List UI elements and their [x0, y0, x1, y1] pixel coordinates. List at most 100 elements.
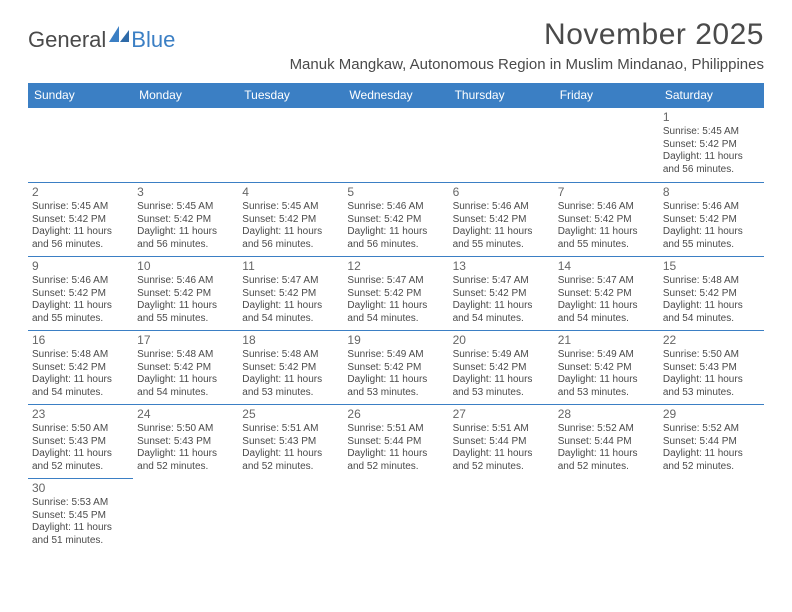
- daylight-line-1: Daylight: 11 hours: [242, 374, 339, 387]
- sunrise-line: Sunrise: 5:50 AM: [32, 423, 129, 436]
- daylight-line-2: and 55 minutes.: [137, 313, 234, 326]
- sail-icon: [109, 26, 131, 47]
- daylight-line-2: and 56 minutes.: [242, 239, 339, 252]
- sunrise-line: Sunrise: 5:47 AM: [242, 275, 339, 288]
- calendar-cell-empty: [554, 108, 659, 182]
- daylight-line-2: and 54 minutes.: [663, 313, 760, 326]
- day-number: 21: [558, 333, 655, 348]
- calendar-cell: 16Sunrise: 5:48 AMSunset: 5:42 PMDayligh…: [28, 330, 133, 404]
- page: General Blue November 2025 Manuk Mangkaw…: [0, 0, 792, 552]
- day-header: Monday: [133, 83, 238, 108]
- calendar-cell: 23Sunrise: 5:50 AMSunset: 5:43 PMDayligh…: [28, 404, 133, 478]
- day-number: 10: [137, 259, 234, 274]
- sunset-line: Sunset: 5:42 PM: [32, 214, 129, 227]
- sunrise-line: Sunrise: 5:46 AM: [137, 275, 234, 288]
- day-header: Saturday: [659, 83, 764, 108]
- daylight-line-1: Daylight: 11 hours: [663, 300, 760, 313]
- daylight-line-2: and 53 minutes.: [347, 387, 444, 400]
- sunrise-line: Sunrise: 5:49 AM: [453, 349, 550, 362]
- sunset-line: Sunset: 5:42 PM: [347, 288, 444, 301]
- sunrise-line: Sunrise: 5:46 AM: [663, 201, 760, 214]
- day-number: 3: [137, 185, 234, 200]
- daylight-line-1: Daylight: 11 hours: [558, 374, 655, 387]
- daylight-line-2: and 56 minutes.: [137, 239, 234, 252]
- day-number: 23: [32, 407, 129, 422]
- sunset-line: Sunset: 5:42 PM: [347, 362, 444, 375]
- day-headers-row: SundayMondayTuesdayWednesdayThursdayFrid…: [28, 83, 764, 108]
- sunrise-line: Sunrise: 5:52 AM: [558, 423, 655, 436]
- daylight-line-1: Daylight: 11 hours: [32, 226, 129, 239]
- daylight-line-2: and 54 minutes.: [558, 313, 655, 326]
- calendar-cell: 6Sunrise: 5:46 AMSunset: 5:42 PMDaylight…: [449, 182, 554, 256]
- calendar-cell: 9Sunrise: 5:46 AMSunset: 5:42 PMDaylight…: [28, 256, 133, 330]
- sunset-line: Sunset: 5:42 PM: [242, 214, 339, 227]
- daylight-line-1: Daylight: 11 hours: [453, 374, 550, 387]
- calendar-cell: 7Sunrise: 5:46 AMSunset: 5:42 PMDaylight…: [554, 182, 659, 256]
- daylight-line-1: Daylight: 11 hours: [137, 300, 234, 313]
- daylight-line-1: Daylight: 11 hours: [453, 448, 550, 461]
- calendar-cell-empty: [28, 108, 133, 182]
- daylight-line-2: and 52 minutes.: [32, 461, 129, 474]
- day-number: 1: [663, 110, 760, 125]
- daylight-line-1: Daylight: 11 hours: [32, 374, 129, 387]
- sunset-line: Sunset: 5:42 PM: [32, 288, 129, 301]
- day-number: 19: [347, 333, 444, 348]
- month-title: November 2025: [290, 18, 764, 52]
- sunrise-line: Sunrise: 5:50 AM: [137, 423, 234, 436]
- daylight-line-1: Daylight: 11 hours: [663, 151, 760, 164]
- sunrise-line: Sunrise: 5:51 AM: [347, 423, 444, 436]
- title-block: November 2025 Manuk Mangkaw, Autonomous …: [290, 18, 764, 73]
- calendar-cell: 27Sunrise: 5:51 AMSunset: 5:44 PMDayligh…: [449, 404, 554, 478]
- sunrise-line: Sunrise: 5:48 AM: [137, 349, 234, 362]
- day-number: 6: [453, 185, 550, 200]
- sunset-line: Sunset: 5:42 PM: [137, 214, 234, 227]
- day-number: 24: [137, 407, 234, 422]
- day-number: 20: [453, 333, 550, 348]
- sunrise-line: Sunrise: 5:51 AM: [453, 423, 550, 436]
- day-header: Wednesday: [343, 83, 448, 108]
- daylight-line-2: and 54 minutes.: [137, 387, 234, 400]
- sunrise-line: Sunrise: 5:45 AM: [32, 201, 129, 214]
- sunset-line: Sunset: 5:42 PM: [663, 288, 760, 301]
- sunset-line: Sunset: 5:42 PM: [453, 288, 550, 301]
- day-number: 5: [347, 185, 444, 200]
- day-number: 9: [32, 259, 129, 274]
- daylight-line-1: Daylight: 11 hours: [347, 448, 444, 461]
- sunset-line: Sunset: 5:42 PM: [663, 214, 760, 227]
- daylight-line-1: Daylight: 11 hours: [137, 374, 234, 387]
- sunset-line: Sunset: 5:42 PM: [242, 362, 339, 375]
- calendar-cell-empty: [449, 108, 554, 182]
- sunrise-line: Sunrise: 5:50 AM: [663, 349, 760, 362]
- day-number: 17: [137, 333, 234, 348]
- sunrise-line: Sunrise: 5:45 AM: [242, 201, 339, 214]
- daylight-line-1: Daylight: 11 hours: [242, 448, 339, 461]
- calendar-cell-empty: [133, 478, 238, 552]
- sunrise-line: Sunrise: 5:48 AM: [663, 275, 760, 288]
- sunset-line: Sunset: 5:42 PM: [453, 362, 550, 375]
- calendar-cell: 24Sunrise: 5:50 AMSunset: 5:43 PMDayligh…: [133, 404, 238, 478]
- calendar-cell: 28Sunrise: 5:52 AMSunset: 5:44 PMDayligh…: [554, 404, 659, 478]
- sunset-line: Sunset: 5:44 PM: [347, 436, 444, 449]
- calendar-cell: 29Sunrise: 5:52 AMSunset: 5:44 PMDayligh…: [659, 404, 764, 478]
- daylight-line-2: and 54 minutes.: [453, 313, 550, 326]
- day-number: 7: [558, 185, 655, 200]
- calendar-cell: 15Sunrise: 5:48 AMSunset: 5:42 PMDayligh…: [659, 256, 764, 330]
- day-number: 12: [347, 259, 444, 274]
- day-number: 27: [453, 407, 550, 422]
- sunrise-line: Sunrise: 5:48 AM: [242, 349, 339, 362]
- calendar-cell-empty: [133, 108, 238, 182]
- calendar-cell-empty: [238, 478, 343, 552]
- calendar-cell: 2Sunrise: 5:45 AMSunset: 5:42 PMDaylight…: [28, 182, 133, 256]
- sunrise-line: Sunrise: 5:46 AM: [558, 201, 655, 214]
- calendar-cell: 18Sunrise: 5:48 AMSunset: 5:42 PMDayligh…: [238, 330, 343, 404]
- sunset-line: Sunset: 5:42 PM: [558, 362, 655, 375]
- day-number: 14: [558, 259, 655, 274]
- day-number: 16: [32, 333, 129, 348]
- daylight-line-2: and 52 minutes.: [347, 461, 444, 474]
- day-number: 22: [663, 333, 760, 348]
- sunset-line: Sunset: 5:42 PM: [137, 362, 234, 375]
- calendar-cell: 12Sunrise: 5:47 AMSunset: 5:42 PMDayligh…: [343, 256, 448, 330]
- daylight-line-2: and 52 minutes.: [453, 461, 550, 474]
- logo-text-blue: Blue: [131, 27, 175, 53]
- calendar-cell: 19Sunrise: 5:49 AMSunset: 5:42 PMDayligh…: [343, 330, 448, 404]
